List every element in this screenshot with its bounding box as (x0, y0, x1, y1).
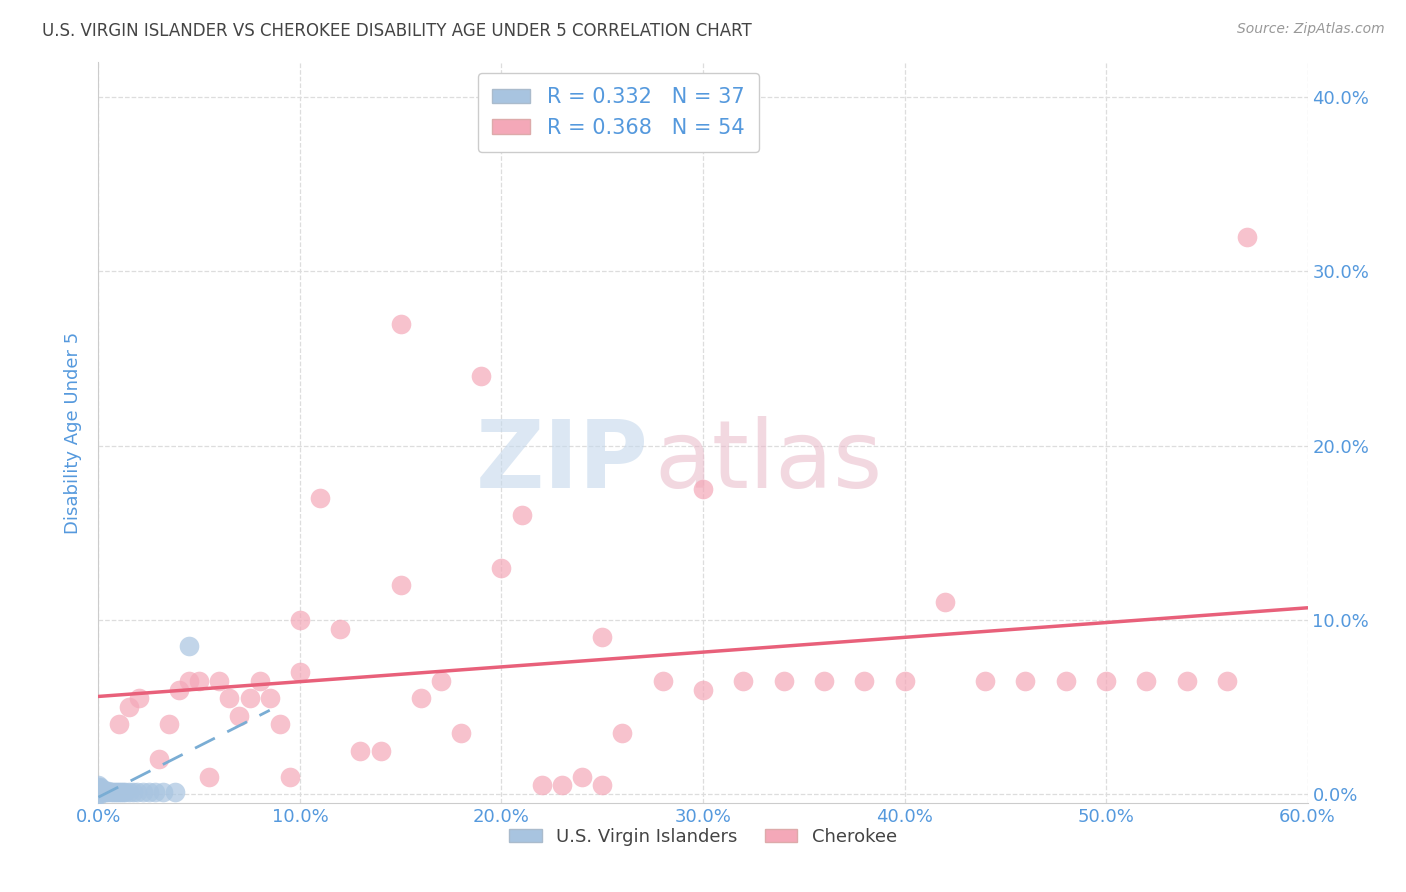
Point (591, 630, 613, 644)
Text: U.S. VIRGIN ISLANDER VS CHEROKEE DISABILITY AGE UNDER 5 CORRELATION CHART: U.S. VIRGIN ISLANDER VS CHEROKEE DISABIL… (42, 22, 752, 40)
Point (470, 369, 492, 384)
Point (91, 783, 114, 797)
Point (370, 743, 392, 757)
Point (389, 317, 412, 331)
Point (163, 785, 186, 799)
Text: ZIP: ZIP (475, 417, 648, 508)
Point (179, 639, 201, 653)
Text: atlas: atlas (655, 417, 883, 508)
Point (974, 673, 997, 688)
Point (278, 770, 301, 784)
Point (692, 482, 714, 496)
Point (430, 673, 453, 688)
Point (309, 491, 332, 505)
Point (612, 726, 634, 740)
Point (228, 708, 250, 723)
Point (87, 778, 110, 792)
Point (138, 785, 160, 799)
Point (91, 781, 114, 796)
Point (208, 673, 231, 688)
Legend: U.S. Virgin Islanders, Cherokee: U.S. Virgin Islanders, Cherokee (502, 821, 904, 853)
Point (218, 691, 240, 706)
Point (530, 778, 553, 792)
Point (510, 508, 533, 523)
Point (571, 770, 593, 784)
Point (89, 783, 111, 797)
Point (96, 783, 118, 797)
Point (692, 682, 714, 697)
Point (349, 743, 371, 757)
Point (1135, 673, 1157, 688)
Point (152, 785, 174, 799)
Point (288, 665, 311, 680)
Point (934, 595, 956, 609)
Point (157, 717, 180, 731)
Point (188, 673, 211, 688)
Point (249, 673, 271, 688)
Point (87, 783, 110, 797)
Point (91, 785, 114, 799)
Point (87, 780, 110, 794)
Point (1216, 673, 1239, 688)
Text: Source: ZipAtlas.com: Source: ZipAtlas.com (1237, 22, 1385, 37)
Point (389, 578, 412, 592)
Point (87, 781, 110, 796)
Point (591, 778, 613, 792)
Point (103, 785, 125, 799)
Point (198, 770, 221, 784)
Point (143, 785, 166, 799)
Y-axis label: Disability Age Under 5: Disability Age Under 5 (63, 332, 82, 533)
Point (97, 785, 120, 799)
Point (93, 783, 115, 797)
Point (107, 785, 129, 799)
Point (329, 622, 352, 636)
Point (89, 781, 111, 796)
Point (813, 673, 835, 688)
Point (491, 560, 513, 574)
Point (1095, 673, 1118, 688)
Point (118, 700, 141, 714)
Point (450, 726, 472, 740)
Point (1236, 229, 1258, 244)
Point (551, 778, 574, 792)
Point (239, 691, 262, 706)
Point (259, 691, 281, 706)
Point (772, 673, 794, 688)
Point (733, 673, 755, 688)
Point (93, 785, 115, 799)
Point (107, 717, 129, 731)
Point (87, 785, 110, 799)
Point (89, 787, 111, 801)
Point (409, 691, 432, 706)
Point (100, 785, 122, 799)
Point (125, 785, 148, 799)
Point (121, 785, 143, 799)
Point (118, 785, 141, 799)
Point (853, 673, 876, 688)
Point (148, 752, 170, 766)
Point (87, 787, 110, 801)
Point (89, 780, 111, 794)
Point (1175, 673, 1198, 688)
Point (89, 785, 111, 799)
Point (651, 673, 673, 688)
Point (179, 673, 201, 688)
Point (110, 785, 132, 799)
Point (128, 691, 150, 706)
Point (132, 785, 155, 799)
Point (96, 785, 118, 799)
Point (97, 783, 120, 797)
Point (111, 785, 134, 799)
Point (101, 785, 124, 799)
Point (114, 785, 136, 799)
Point (893, 673, 915, 688)
Point (105, 785, 128, 799)
Point (1014, 673, 1036, 688)
Point (269, 717, 291, 731)
Point (1054, 673, 1077, 688)
Point (167, 682, 190, 697)
Point (288, 613, 311, 627)
